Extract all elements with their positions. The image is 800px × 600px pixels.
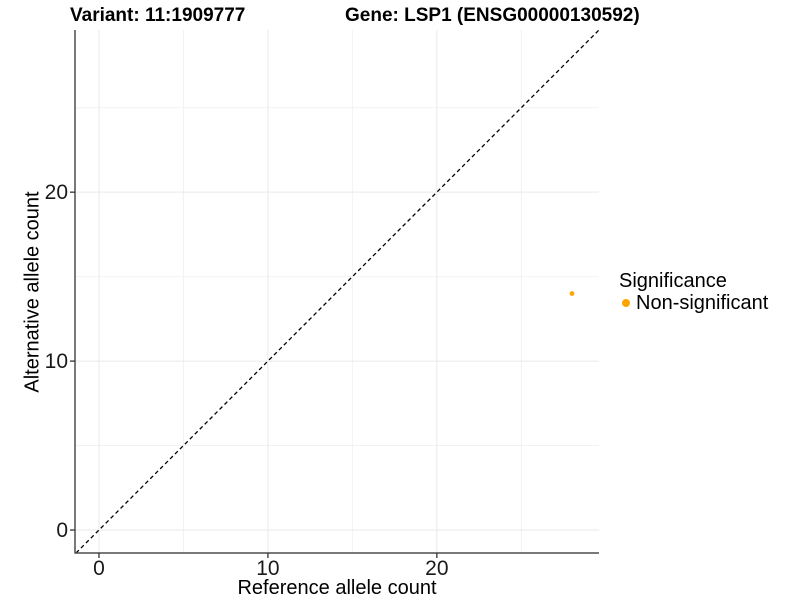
identity-line: [75, 29, 600, 554]
legend-title: Significance: [619, 270, 727, 292]
y-tick-label: 10: [44, 350, 68, 374]
legend-item-label: Non-significant: [636, 292, 769, 314]
data-point: [569, 291, 575, 296]
legend-point-swatch: [622, 299, 630, 307]
x-tick-label: 0: [93, 557, 105, 580]
y-tick-label: 0: [56, 519, 68, 543]
plot-title-variant: Variant: 11:1909777: [70, 5, 246, 26]
plot-title-gene: Gene: LSP1 (ENSG00000130592): [345, 5, 640, 26]
legend-item-non-significant: Non-significant: [619, 293, 768, 313]
x-axis-title: Reference allele count: [237, 577, 437, 599]
legend: Significance Non-significant: [619, 271, 768, 313]
x-tick-label: 10: [256, 557, 280, 580]
y-tick-label: 20: [44, 181, 68, 205]
x-tick-label: 20: [425, 557, 449, 580]
